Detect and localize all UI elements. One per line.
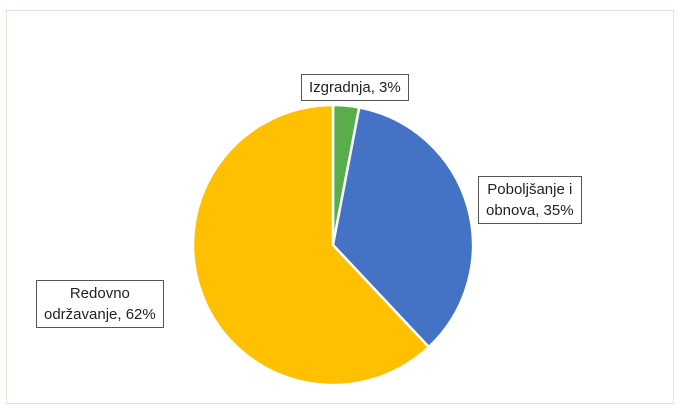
pie-slice-redovno-odrzavanje — [191, 103, 431, 387]
label-izgradnja-line-1: Izgradnja, 3% — [309, 79, 401, 96]
label-poboljsanje-line-1: Poboljšanje i — [487, 181, 573, 198]
label-izgradnja: Izgradnja, 3% — [301, 74, 409, 101]
label-poboljsanje-line-2: obnova, 35% — [486, 202, 574, 219]
pie-slice-poboljsanje-i-obnova — [331, 106, 475, 349]
label-poboljsanje-i-obnova: Poboljšanje i obnova, 35% — [478, 176, 582, 224]
label-redovno-line-2: održavanje, 62% — [44, 306, 156, 323]
label-redovno-line-1: Redovno — [69, 285, 130, 302]
label-redovno-odrzavanje: Redovno održavanje, 62% — [36, 280, 164, 328]
